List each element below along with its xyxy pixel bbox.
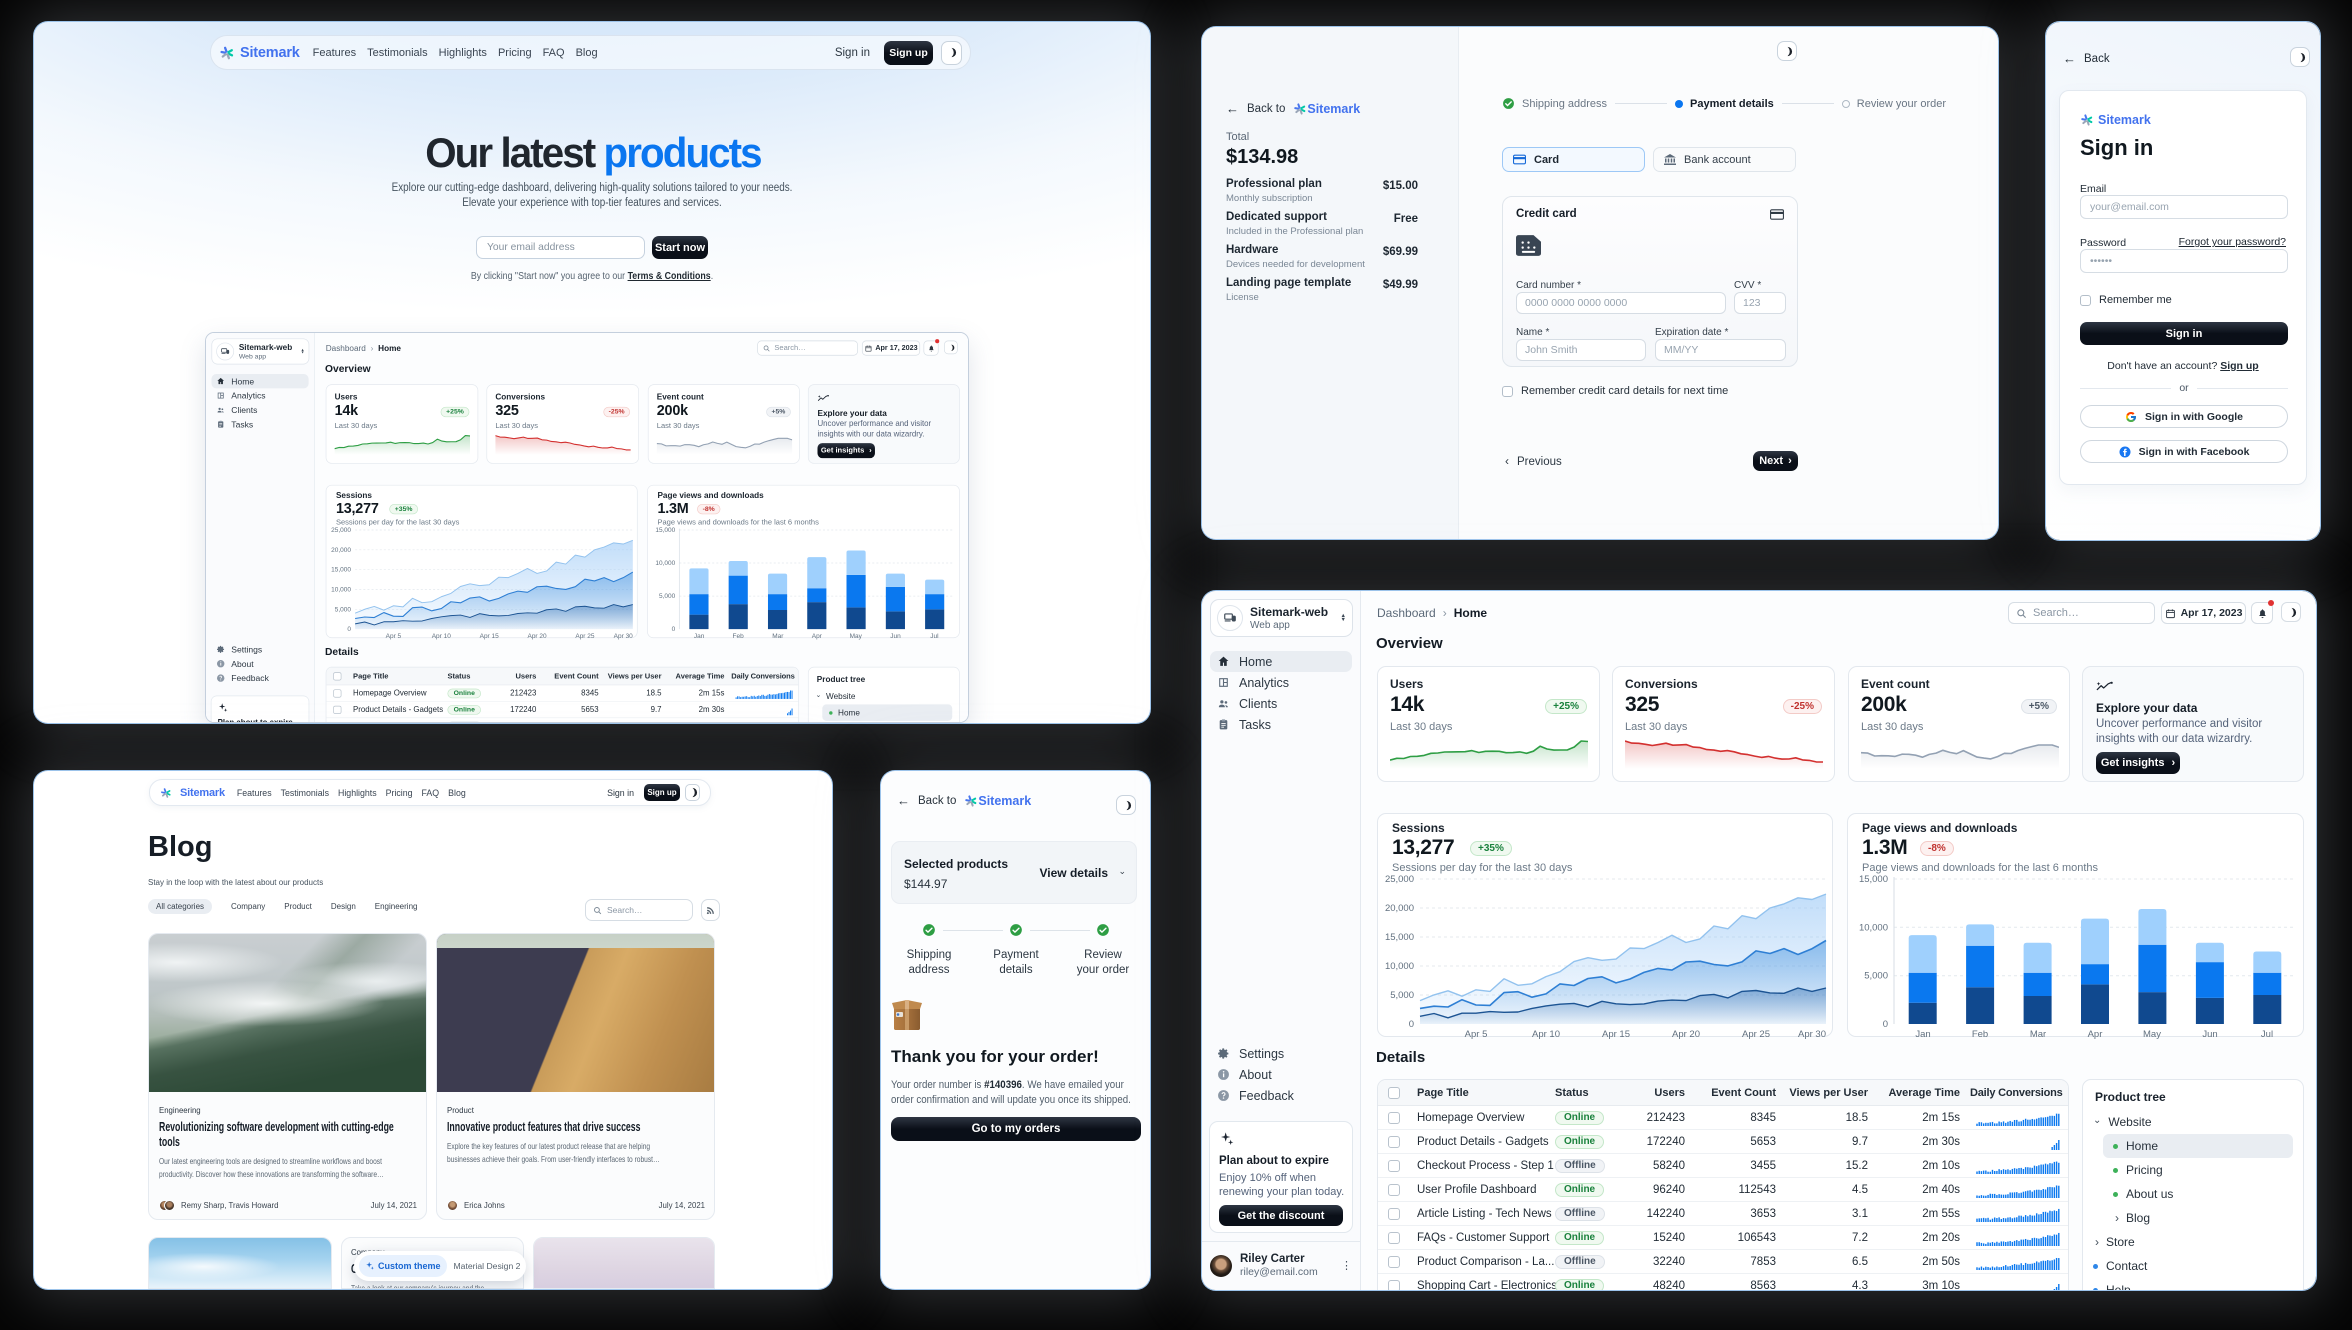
svg-text:Apr 10: Apr 10 — [1532, 1029, 1560, 1040]
svg-text:Apr 30: Apr 30 — [614, 633, 633, 640]
svg-text:10,000: 10,000 — [1859, 922, 1888, 933]
svg-text:Jan: Jan — [1915, 1029, 1930, 1040]
svg-text:Apr 5: Apr 5 — [386, 633, 402, 640]
svg-text:20,000: 20,000 — [331, 547, 351, 554]
svg-text:Jul: Jul — [930, 633, 938, 640]
svg-text:Feb: Feb — [733, 633, 745, 640]
svg-text:25,000: 25,000 — [1385, 874, 1414, 885]
svg-text:Apr 20: Apr 20 — [1672, 1029, 1700, 1040]
svg-text:15,000: 15,000 — [655, 527, 675, 534]
svg-text:5,000: 5,000 — [1390, 990, 1414, 1001]
svg-text:Jun: Jun — [2202, 1029, 2217, 1040]
svg-text:Mar: Mar — [2030, 1029, 2046, 1040]
svg-text:0: 0 — [1409, 1019, 1414, 1030]
svg-text:15,000: 15,000 — [331, 567, 351, 574]
svg-text:Apr 10: Apr 10 — [432, 633, 451, 640]
svg-text:Mar: Mar — [772, 633, 784, 640]
svg-text:Apr 5: Apr 5 — [1465, 1029, 1488, 1040]
svg-text:Apr 20: Apr 20 — [528, 633, 547, 640]
svg-text:Jun: Jun — [890, 633, 901, 640]
svg-text:10,000: 10,000 — [1385, 961, 1414, 972]
svg-text:Apr 25: Apr 25 — [575, 633, 594, 640]
svg-text:0: 0 — [1883, 1019, 1888, 1030]
svg-text:May: May — [850, 633, 863, 640]
svg-text:Jan: Jan — [694, 633, 705, 640]
svg-text:5,000: 5,000 — [335, 606, 352, 613]
svg-text:Apr 15: Apr 15 — [480, 633, 499, 640]
svg-text:20,000: 20,000 — [1385, 903, 1414, 914]
svg-text:0: 0 — [672, 626, 676, 633]
svg-text:15,000: 15,000 — [1385, 932, 1414, 943]
svg-text:5,000: 5,000 — [659, 593, 676, 600]
svg-text:Apr: Apr — [812, 633, 823, 640]
svg-text:Jul: Jul — [2261, 1029, 2273, 1040]
svg-text:5,000: 5,000 — [1864, 971, 1888, 982]
svg-text:0: 0 — [347, 626, 351, 633]
svg-text:Apr 15: Apr 15 — [1602, 1029, 1630, 1040]
svg-text:15,000: 15,000 — [1859, 874, 1888, 885]
svg-text:Feb: Feb — [1972, 1029, 1988, 1040]
svg-text:10,000: 10,000 — [331, 587, 351, 594]
svg-text:25,000: 25,000 — [331, 527, 351, 534]
svg-text:Apr: Apr — [2088, 1029, 2103, 1040]
svg-text:Apr 25: Apr 25 — [1742, 1029, 1770, 1040]
svg-text:10,000: 10,000 — [655, 560, 675, 567]
svg-text:Apr 30: Apr 30 — [1798, 1029, 1826, 1040]
svg-text:May: May — [2143, 1029, 2161, 1040]
